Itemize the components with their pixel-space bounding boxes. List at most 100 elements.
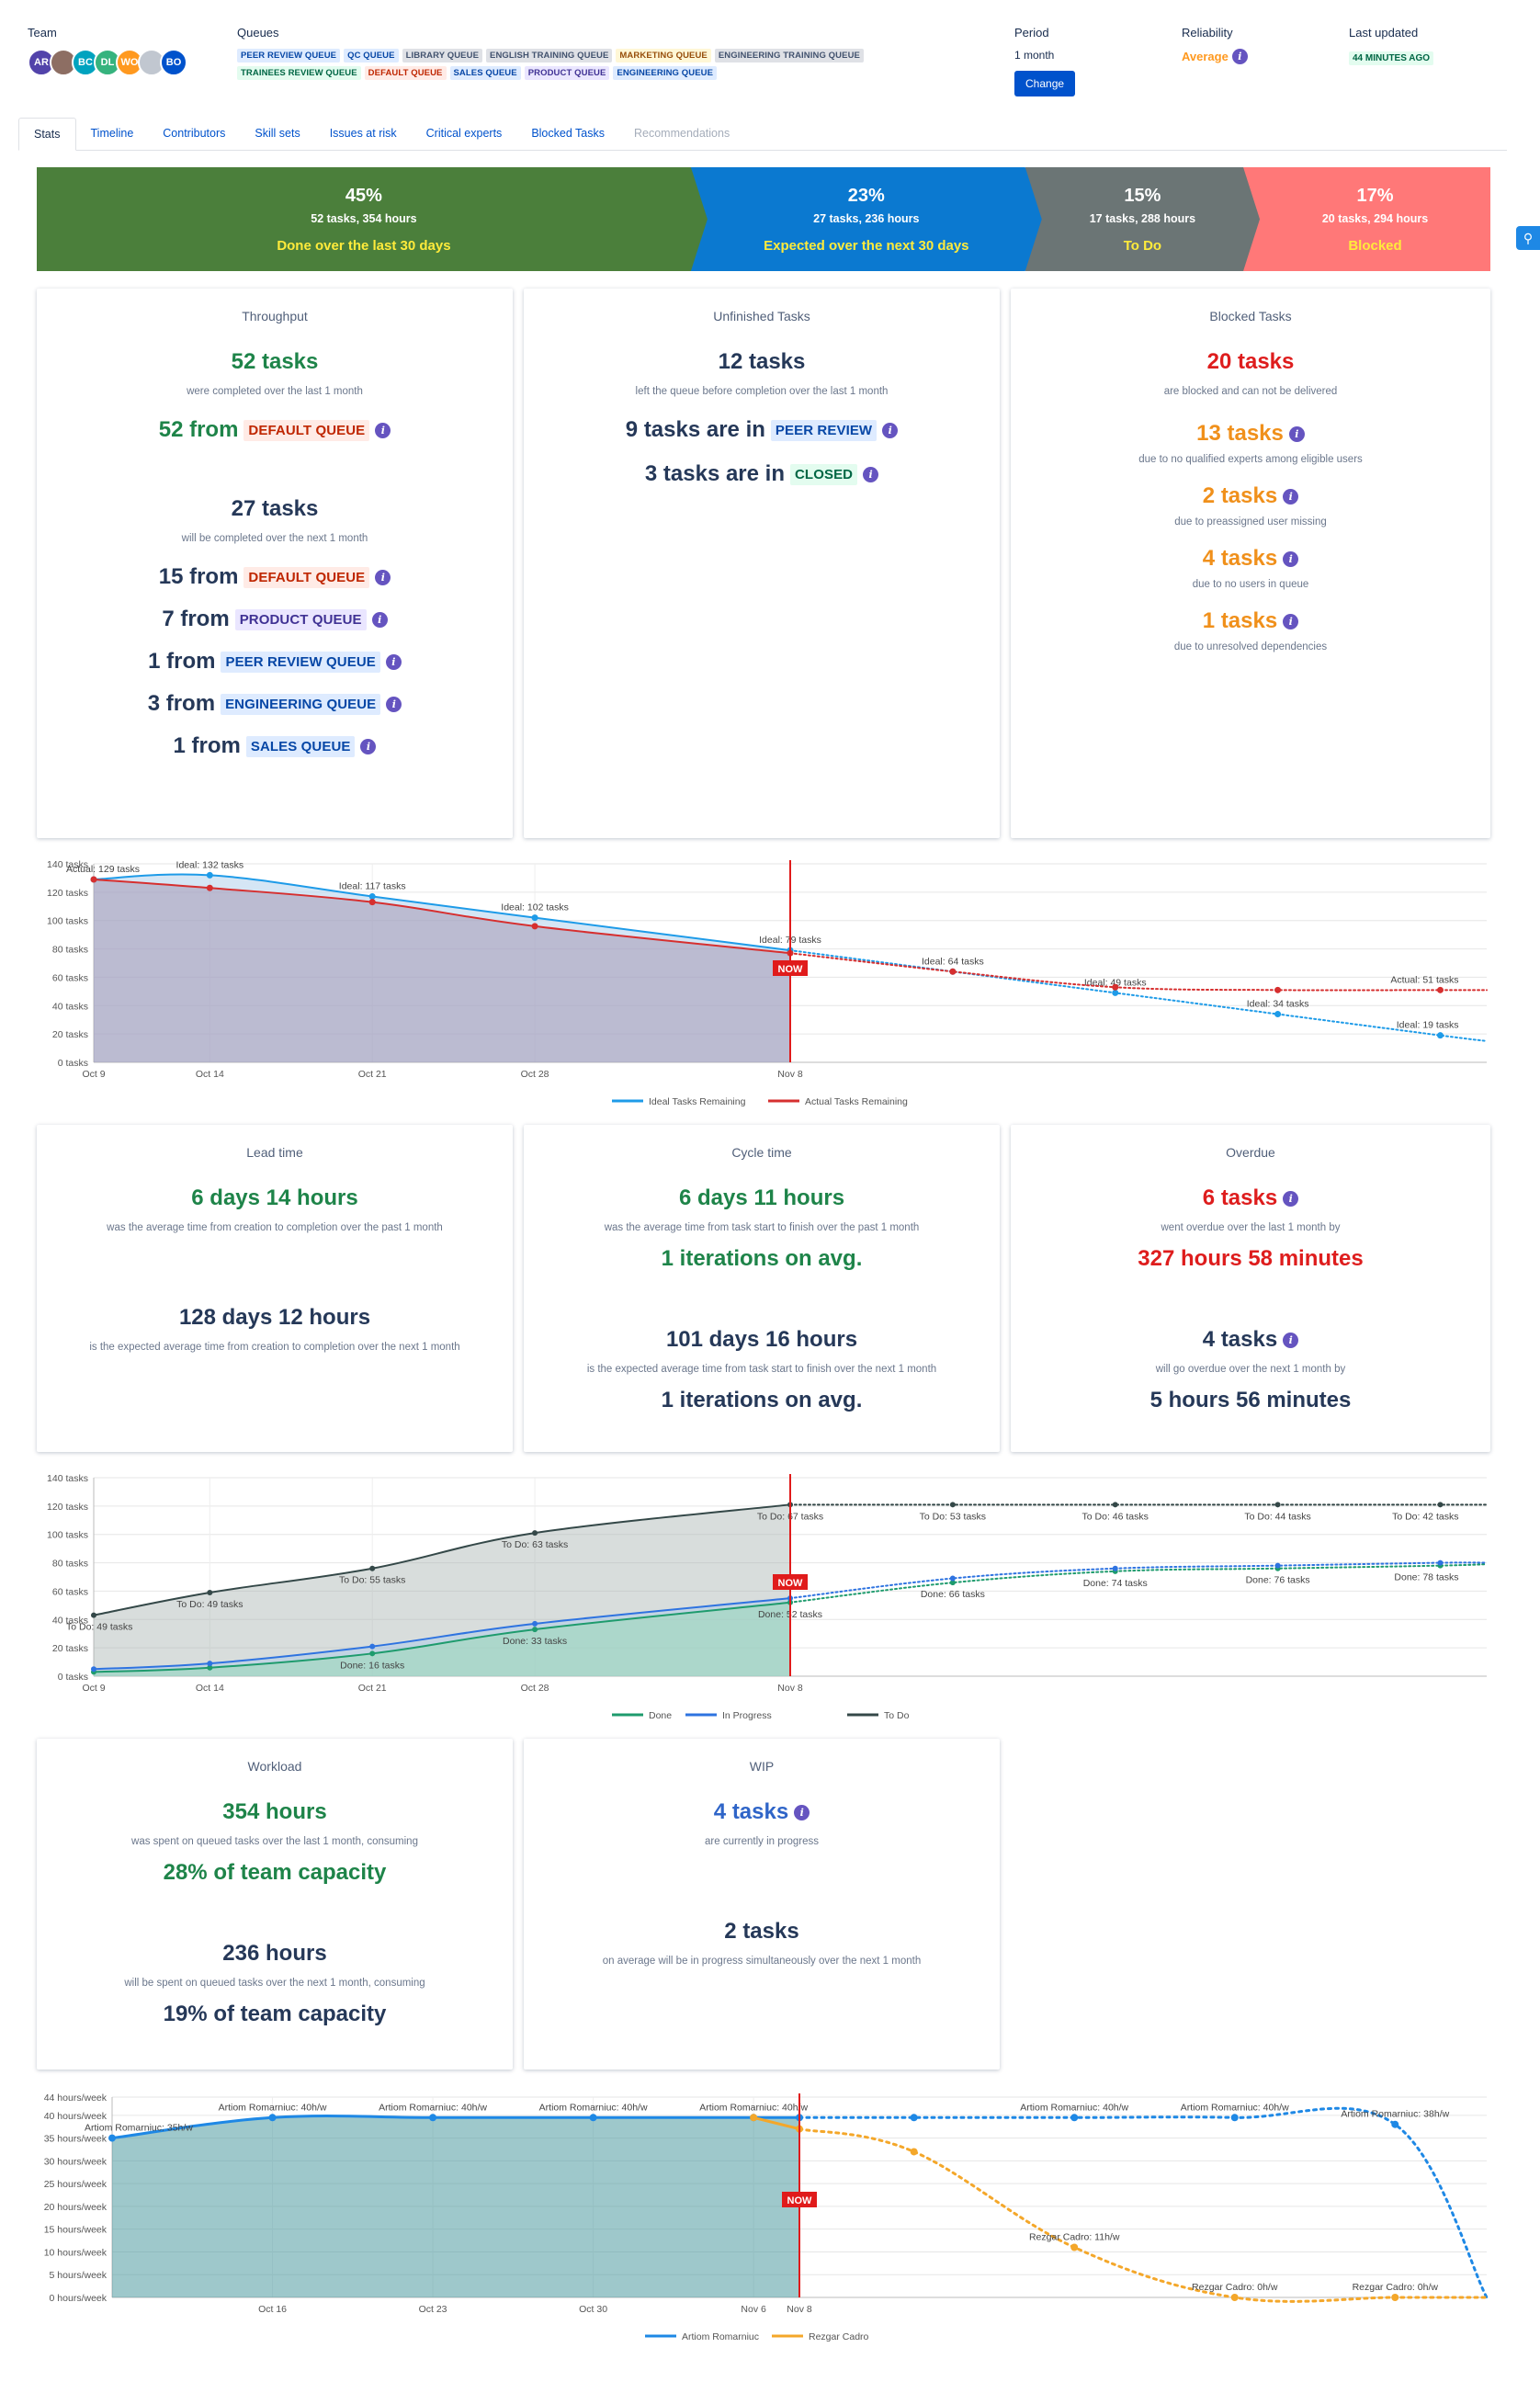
legend-label[interactable]: Rezgar Cadro [809, 2331, 869, 2342]
blocked-reason-desc: due to unresolved dependencies [1173, 641, 1328, 652]
data-point[interactable] [531, 914, 538, 922]
row-text: 15 from [158, 564, 239, 589]
tab-timeline[interactable]: Timeline [90, 127, 134, 140]
banner-label: To Do [1123, 237, 1162, 254]
data-point[interactable] [207, 1664, 213, 1671]
change-period-button[interactable]: Change [1014, 71, 1076, 96]
tab-skill-sets[interactable]: Skill sets [255, 127, 300, 140]
data-point[interactable] [532, 1627, 538, 1633]
card-title: Blocked Tasks [1209, 309, 1292, 323]
x-tick-label: Oct 14 [196, 1069, 224, 1080]
data-point[interactable] [369, 1565, 376, 1571]
data-point[interactable] [91, 1666, 96, 1673]
data-point[interactable] [1070, 2114, 1079, 2122]
data-point[interactable] [1274, 1011, 1282, 1018]
info-icon[interactable]: i [371, 611, 388, 628]
legend-label[interactable]: Done [649, 1710, 672, 1721]
info-icon[interactable]: i [1231, 49, 1248, 64]
legend-label[interactable]: Artiom Romarniuc [682, 2331, 759, 2342]
data-point[interactable] [949, 1575, 956, 1582]
data-point[interactable] [369, 1650, 376, 1657]
y-tick-label: 20 tasks [52, 1643, 88, 1654]
info-icon[interactable]: i [1283, 550, 1299, 567]
data-point[interactable] [369, 1643, 376, 1650]
series-line [93, 1597, 791, 1671]
queues-section: Queues PEER REVIEW QUEUE QC QUEUE LIBRARY … [237, 26, 991, 80]
data-point[interactable] [268, 2114, 277, 2122]
info-icon[interactable]: i [360, 738, 377, 754]
data-point[interactable] [589, 2114, 597, 2122]
data-point[interactable] [368, 892, 376, 900]
tab-stats[interactable]: Stats [18, 118, 76, 151]
data-point[interactable] [207, 1589, 213, 1595]
banner-label: Done over the last 30 days [277, 237, 451, 254]
cycle-time-expected-desc: is the expected average time from task s… [586, 1364, 937, 1375]
data-point[interactable] [1070, 2243, 1079, 2251]
banner-segment: 15% 17 tasks, 288 hours To Do [1025, 167, 1261, 271]
banner-label: Expected over the next 30 days [764, 237, 969, 254]
data-point[interactable] [429, 2114, 437, 2122]
data-point[interactable] [910, 2148, 918, 2156]
legend-label[interactable]: Actual Tasks Remaining [805, 1096, 908, 1107]
data-point[interactable] [949, 1580, 956, 1586]
series-line [93, 878, 791, 955]
data-point[interactable] [1437, 1559, 1444, 1566]
queue-tag: QC QUEUE [344, 49, 399, 62]
data-point[interactable] [91, 1612, 96, 1618]
info-icon[interactable]: i [375, 422, 391, 438]
data-point[interactable] [1436, 986, 1444, 993]
info-icon[interactable]: i [386, 696, 402, 712]
queue-tag: ENGINEERING TRAINING QUEUE [714, 49, 864, 62]
info-icon[interactable]: i [1283, 1190, 1299, 1207]
data-point[interactable] [1436, 1032, 1444, 1039]
info-icon[interactable]: i [794, 1804, 810, 1820]
search-side-icon[interactable]: ⚲ [1516, 226, 1540, 250]
data-point[interactable] [1230, 2294, 1239, 2301]
point-label: Ideal: 132 tasks [176, 859, 244, 870]
data-point[interactable] [1391, 2120, 1399, 2128]
data-point[interactable] [910, 2114, 918, 2122]
info-icon[interactable]: i [385, 653, 402, 670]
tab-blocked-tasks[interactable]: Blocked Tasks [531, 127, 605, 140]
tab-contributors[interactable]: Contributors [163, 127, 226, 140]
data-point[interactable] [949, 1502, 956, 1508]
info-icon[interactable]: i [1288, 425, 1305, 442]
data-point[interactable] [1230, 2114, 1239, 2122]
legend-label[interactable]: Ideal Tasks Remaining [649, 1096, 746, 1107]
data-point[interactable] [368, 899, 376, 906]
data-point[interactable] [1112, 1502, 1118, 1508]
data-point[interactable] [1391, 2294, 1399, 2301]
info-icon[interactable]: i [1283, 488, 1299, 505]
data-point[interactable] [532, 1530, 538, 1537]
info-icon[interactable]: i [1283, 613, 1299, 629]
data-point[interactable] [532, 1620, 538, 1627]
data-point[interactable] [1274, 1562, 1281, 1569]
data-point[interactable] [90, 876, 97, 883]
data-point[interactable] [207, 1661, 213, 1667]
data-point[interactable] [1274, 1502, 1281, 1508]
data-point[interactable] [1112, 1565, 1118, 1571]
now-label: NOW [787, 2195, 813, 2206]
legend-label[interactable]: In Progress [722, 1710, 772, 1721]
data-point[interactable] [206, 871, 213, 879]
tab-issues-at-risk[interactable]: Issues at risk [329, 127, 397, 140]
data-point[interactable] [1437, 1502, 1444, 1508]
data-point[interactable] [1112, 983, 1119, 991]
data-point[interactable] [206, 884, 213, 891]
x-tick-label: Oct 9 [82, 1069, 105, 1080]
info-icon[interactable]: i [1283, 1332, 1299, 1348]
data-point[interactable] [750, 2114, 758, 2122]
tab-critical-experts[interactable]: Critical experts [425, 127, 503, 140]
info-icon[interactable]: i [882, 422, 899, 438]
data-point[interactable] [531, 923, 538, 930]
period-label: Period [1014, 26, 1049, 40]
lead-time-card: Lead time 6 days 14 hours was the averag… [37, 1125, 513, 1452]
legend-label[interactable]: To Do [884, 1710, 910, 1721]
avatar[interactable]: BO [160, 49, 187, 76]
data-point[interactable] [949, 968, 957, 975]
data-point[interactable] [108, 2134, 116, 2142]
info-icon[interactable]: i [375, 569, 391, 585]
data-point[interactable] [1274, 986, 1282, 993]
data-point[interactable] [1112, 989, 1119, 996]
info-icon[interactable]: i [863, 466, 879, 482]
